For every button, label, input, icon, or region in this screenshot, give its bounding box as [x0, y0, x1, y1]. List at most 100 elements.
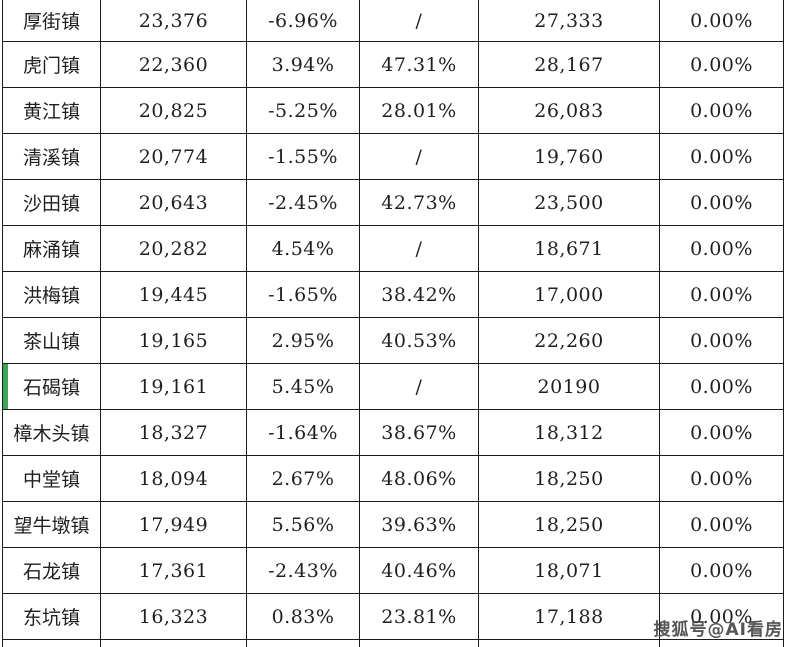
value-col2-cell: 18,094 — [100, 455, 247, 502]
partial-cell — [659, 639, 784, 647]
percent-col3-cell: -2.43% — [246, 547, 360, 594]
town-name-cell: 望牛墩镇 — [2, 501, 101, 548]
partial-cell — [100, 639, 247, 647]
town-name-cell: 厚街镇 — [2, 0, 101, 42]
value-col5-cell: 17,188 — [478, 593, 660, 640]
town-name-cell: 茶山镇 — [2, 317, 101, 364]
town-name: 麻涌镇 — [22, 239, 80, 261]
town-name-cell: 黄江镇 — [2, 87, 101, 134]
value-col2-cell: 19,161 — [100, 363, 247, 410]
town-name-cell: 虎门镇 — [2, 41, 101, 88]
table-row: 清溪镇 20,774 -1.55% / 19,760 0.00% — [2, 133, 784, 180]
percent-col6-cell: 0.00% — [659, 271, 784, 318]
percent-col3-cell: -1.65% — [246, 271, 360, 318]
town-name-cell: 清溪镇 — [2, 133, 101, 180]
percent-col3-cell: 3.94% — [246, 41, 360, 88]
percent-col6-cell: 0.00% — [659, 593, 784, 640]
value-col5-cell: 19,760 — [478, 133, 660, 180]
table-row: 望牛墩镇 17,949 5.56% 39.63% 18,250 0.00% — [2, 501, 784, 548]
watermark-text: 搜狐号@AI看房 — [653, 620, 783, 640]
percent-col4-cell: 38.42% — [359, 271, 479, 318]
percent-col6-cell: 0.00% — [659, 0, 784, 42]
partial-row — [2, 639, 784, 647]
table-row: 洪梅镇 19,445 -1.65% 38.42% 17,000 0.00% — [2, 271, 784, 318]
percent-col4-cell: 47.31% — [359, 41, 479, 88]
percent-col3-cell: -1.64% — [246, 409, 360, 456]
value-col2-cell: 16,323 — [100, 593, 247, 640]
table-row: 石碣镇 19,161 5.45% / 20190 0.00% — [2, 363, 784, 410]
town-name: 虎门镇 — [22, 55, 80, 77]
table-row: 麻涌镇 20,282 4.54% / 18,671 0.00% — [2, 225, 784, 272]
town-name-cell: 沙田镇 — [2, 179, 101, 226]
percent-col4-cell: 38.67% — [359, 409, 479, 456]
percent-col4-cell: 23.81% — [359, 593, 479, 640]
percent-col6-cell: 0.00% — [659, 363, 784, 410]
percent-col6-cell: 0.00% — [659, 501, 784, 548]
town-name-cell: 洪梅镇 — [2, 271, 101, 318]
town-name-cell: 石碣镇 — [2, 363, 101, 410]
value-col2-cell: 17,361 — [100, 547, 247, 594]
town-name: 洪梅镇 — [22, 285, 80, 307]
town-name: 石碣镇 — [22, 377, 80, 399]
percent-col3-cell: -6.96% — [246, 0, 360, 42]
value-col2-cell: 20,643 — [100, 179, 247, 226]
town-name: 茶山镇 — [22, 331, 80, 353]
percent-col4-cell: / — [359, 0, 479, 42]
percent-col4-cell: / — [359, 363, 479, 410]
value-col2-cell: 23,376 — [100, 0, 247, 42]
value-col2-cell: 22,360 — [100, 41, 247, 88]
percent-col3-cell: -5.25% — [246, 87, 360, 134]
value-col5-cell: 18,250 — [478, 501, 660, 548]
percent-col3-cell: 4.54% — [246, 225, 360, 272]
partial-cell — [478, 639, 660, 647]
percent-col6-cell: 0.00% — [659, 225, 784, 272]
percent-col3-cell: 5.56% — [246, 501, 360, 548]
town-name-cell: 麻涌镇 — [2, 225, 101, 272]
town-name: 望牛墩镇 — [13, 515, 90, 537]
percent-col3-cell: 0.83% — [246, 593, 360, 640]
percent-col6-cell: 0.00% — [659, 41, 784, 88]
percent-col3-cell: 2.67% — [246, 455, 360, 502]
value-col5-cell: 18,071 — [478, 547, 660, 594]
percent-col3-cell: -2.45% — [246, 179, 360, 226]
table-row: 樟木头镇 18,327 -1.64% 38.67% 18,312 0.00% — [2, 409, 784, 456]
percent-col4-cell: 39.63% — [359, 501, 479, 548]
town-name-cell: 东坑镇 — [2, 593, 101, 640]
percent-col4-cell: / — [359, 225, 479, 272]
value-col2-cell: 18,327 — [100, 409, 247, 456]
value-col5-cell: 18,250 — [478, 455, 660, 502]
percent-col4-cell: 48.06% — [359, 455, 479, 502]
table-row: 石龙镇 17,361 -2.43% 40.46% 18,071 0.00% — [2, 547, 784, 594]
town-name-cell: 中堂镇 — [2, 455, 101, 502]
table-row: 虎门镇 22,360 3.94% 47.31% 28,167 0.00% — [2, 41, 784, 88]
table-row: 沙田镇 20,643 -2.45% 42.73% 23,500 0.00% — [2, 179, 784, 226]
town-name: 石龙镇 — [22, 561, 80, 583]
town-name: 沙田镇 — [22, 193, 80, 215]
partial-cell — [359, 639, 479, 647]
percent-col3-cell: 2.95% — [246, 317, 360, 364]
percent-col4-cell: 42.73% — [359, 179, 479, 226]
town-name: 中堂镇 — [22, 469, 80, 491]
town-name: 黄江镇 — [22, 101, 80, 123]
percent-col4-cell: 40.46% — [359, 547, 479, 594]
town-name-cell: 石龙镇 — [2, 547, 101, 594]
percent-col4-cell: 40.53% — [359, 317, 479, 364]
percent-col6-cell: 0.00% — [659, 409, 784, 456]
table-row: 茶山镇 19,165 2.95% 40.53% 22,260 0.00% — [2, 317, 784, 364]
value-col5-cell: 17,000 — [478, 271, 660, 318]
town-name: 清溪镇 — [22, 147, 80, 169]
table-row: 黄江镇 20,825 -5.25% 28.01% 26,083 0.00% — [2, 87, 784, 134]
value-col2-cell: 17,949 — [100, 501, 247, 548]
table-row: 东坑镇 16,323 0.83% 23.81% 17,188 0.00% — [2, 593, 784, 640]
percent-col6-cell: 0.00% — [659, 455, 784, 502]
partial-cell — [246, 639, 360, 647]
percent-col6-cell: 0.00% — [659, 547, 784, 594]
value-col5-cell: 26,083 — [478, 87, 660, 134]
partial-cell — [2, 639, 101, 647]
value-col5-cell: 18,312 — [478, 409, 660, 456]
town-name: 东坑镇 — [22, 607, 80, 629]
table-row: 厚街镇 23,376 -6.96% / 27,333 0.00% — [2, 0, 784, 42]
town-name-cell: 樟木头镇 — [2, 409, 101, 456]
percent-col3-cell: 5.45% — [246, 363, 360, 410]
